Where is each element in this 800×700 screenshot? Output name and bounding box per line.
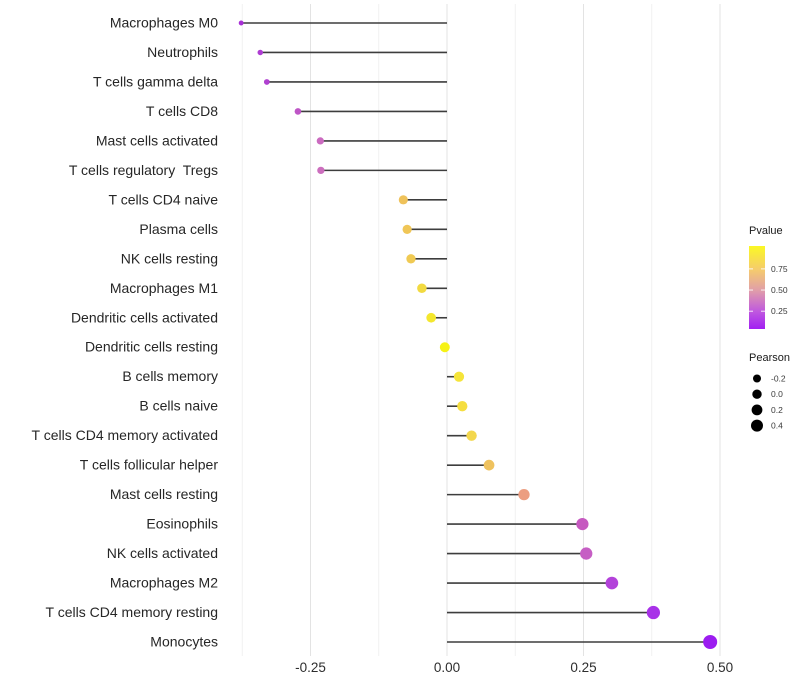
pearson-size-items: -0.2 0.0 0.2 0.4 xyxy=(751,374,786,432)
pvalue-colorbar xyxy=(749,246,765,329)
y-axis-label: B cells memory xyxy=(122,368,218,384)
x-axis-label: 0.25 xyxy=(570,660,596,675)
colorbar-tick-label: 0.75 xyxy=(771,264,788,274)
pearson-size-dot xyxy=(751,419,763,432)
data-point xyxy=(580,547,593,560)
data-point xyxy=(263,79,270,85)
data-point xyxy=(576,517,589,531)
x-axis-labels: -0.25 0.00 0.25 0.50 xyxy=(295,660,733,675)
x-axis-label: 0.50 xyxy=(707,660,733,675)
y-axis-label: Eosinophils xyxy=(146,516,218,532)
pvalue-legend-title: Pvalue xyxy=(749,225,783,237)
y-axis-label: B cells naive xyxy=(139,398,218,414)
pearson-size-dot xyxy=(753,374,761,383)
y-axis-label: T cells regulatory Tregs xyxy=(69,162,218,178)
y-axis-label: T cells follicular helper xyxy=(80,457,219,473)
pearson-size-dot xyxy=(751,404,763,416)
colorbar-tick-label: 0.25 xyxy=(771,306,788,316)
data-point xyxy=(457,401,468,412)
y-axis-label: Dendritic cells activated xyxy=(71,309,218,325)
data-point xyxy=(398,195,408,205)
data-point xyxy=(466,430,477,441)
y-axis-label: Macrophages M2 xyxy=(110,575,218,591)
y-axis-label: T cells CD4 naive xyxy=(109,191,219,207)
y-axis-label: T cells CD8 xyxy=(146,103,218,119)
y-axis-label: NK cells activated xyxy=(107,545,218,561)
data-point xyxy=(317,166,325,175)
pearson-legend-title: Pearson xyxy=(749,352,790,364)
colorbar-tick-label: 0.50 xyxy=(771,285,788,295)
data-point xyxy=(402,224,412,234)
data-point xyxy=(426,312,437,323)
data-point xyxy=(439,342,450,353)
y-axis-label: Dendritic cells resting xyxy=(85,339,218,355)
y-axis-label: NK cells resting xyxy=(121,250,218,266)
pearson-size-dot xyxy=(752,389,762,399)
y-axis-label: Monocytes xyxy=(150,633,218,649)
y-axis-label: Neutrophils xyxy=(147,44,218,60)
legend-pearson: Pearson -0.2 0.0 0.2 0.4 xyxy=(749,352,790,432)
data-point xyxy=(316,137,324,145)
pearson-size-label: 0.0 xyxy=(771,389,783,399)
x-axis-label: -0.25 xyxy=(295,660,326,675)
data-point xyxy=(703,634,718,650)
pearson-size-label: 0.4 xyxy=(771,421,783,431)
gridlines xyxy=(241,4,721,656)
data-point xyxy=(294,108,302,115)
y-axis-label: Mast cells resting xyxy=(110,486,218,502)
data-point xyxy=(483,459,495,471)
pearson-size-label: -0.2 xyxy=(771,374,786,384)
y-axis-label: Macrophages M0 xyxy=(110,15,218,31)
data-point xyxy=(417,283,427,294)
y-axis-label: Plasma cells xyxy=(139,221,218,237)
pearson-size-label: 0.2 xyxy=(771,405,783,415)
y-axis-labels: Macrophages M0 Neutrophils T cells gamma d… xyxy=(32,15,219,650)
data-point xyxy=(238,20,244,26)
lollipop-stems xyxy=(241,22,711,643)
data-point xyxy=(518,488,530,501)
y-axis-label: T cells CD4 memory resting xyxy=(46,604,218,620)
y-axis-label: Mast cells activated xyxy=(96,132,218,148)
data-point xyxy=(453,371,465,382)
legend-pvalue: Pvalue 0.75 0.50 0.25 xyxy=(749,225,788,329)
data-point xyxy=(406,254,416,264)
data-point xyxy=(257,49,264,56)
lollipop-dots xyxy=(238,20,718,650)
x-axis-label: 0.00 xyxy=(434,660,460,675)
data-point xyxy=(646,605,661,620)
data-point xyxy=(605,576,619,590)
pvalue-colorbar-ticks: 0.75 0.50 0.25 xyxy=(749,264,788,316)
y-axis-label: T cells gamma delta xyxy=(93,73,218,89)
y-axis-label: Macrophages M1 xyxy=(110,280,218,296)
y-axis-label: T cells CD4 memory activated xyxy=(32,427,218,443)
